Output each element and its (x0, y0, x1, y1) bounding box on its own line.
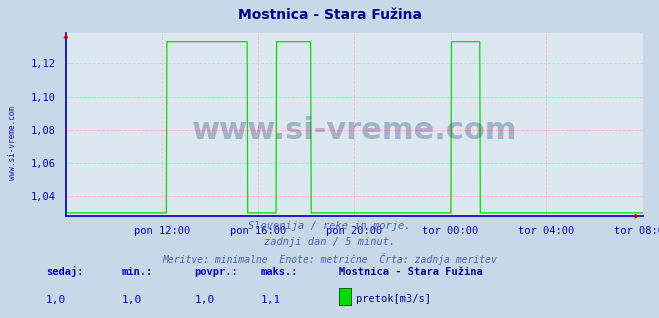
Text: min.:: min.: (122, 267, 153, 277)
Text: Mostnica - Stara Fužina: Mostnica - Stara Fužina (237, 8, 422, 22)
Text: 1,0: 1,0 (194, 295, 215, 305)
Text: Slovenija / reke in morje.: Slovenija / reke in morje. (248, 221, 411, 231)
Text: 1,0: 1,0 (46, 295, 67, 305)
Text: maks.:: maks.: (260, 267, 298, 277)
Text: sedaj:: sedaj: (46, 266, 84, 277)
Text: www.si-vreme.com: www.si-vreme.com (8, 106, 17, 180)
Text: www.si-vreme.com: www.si-vreme.com (192, 116, 517, 145)
Text: 1,0: 1,0 (122, 295, 142, 305)
Text: pretok[m3/s]: pretok[m3/s] (356, 294, 431, 304)
Text: povpr.:: povpr.: (194, 267, 238, 277)
Text: zadnji dan / 5 minut.: zadnji dan / 5 minut. (264, 237, 395, 247)
Text: Meritve: minimalne  Enote: metrične  Črta: zadnja meritev: Meritve: minimalne Enote: metrične Črta:… (162, 253, 497, 265)
Text: 1,1: 1,1 (260, 295, 281, 305)
Text: Mostnica - Stara Fužina: Mostnica - Stara Fužina (339, 267, 483, 277)
